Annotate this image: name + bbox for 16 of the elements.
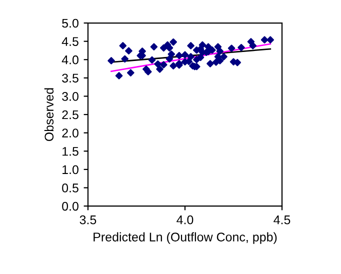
y-tick-label: 4.5 bbox=[62, 37, 78, 46]
y-tick-label: 5.0 bbox=[62, 18, 78, 28]
y-tick-label: 4.0 bbox=[62, 55, 78, 64]
y-tick-label: 3.5 bbox=[62, 74, 78, 83]
y-tick-label: 2.5 bbox=[62, 110, 78, 120]
y-tick-label: 1.0 bbox=[62, 165, 78, 174]
y-tick-label: 3.0 bbox=[62, 92, 78, 101]
x-tick-label: 3.5 bbox=[80, 215, 96, 224]
y-axis-title: Observed bbox=[44, 88, 54, 142]
y-tick-label: 0.0 bbox=[62, 202, 78, 211]
y-tick-label: 0.5 bbox=[62, 184, 78, 192]
x-tick-label: 4.0 bbox=[176, 215, 194, 224]
x-axis-title: Predicted Ln (Outflow Conc, ppb) bbox=[94, 232, 277, 244]
x-tick-label: 4.5 bbox=[274, 216, 290, 224]
y-tick-label: 2.0 bbox=[62, 128, 78, 138]
y-tick-label: 1.5 bbox=[62, 147, 78, 156]
